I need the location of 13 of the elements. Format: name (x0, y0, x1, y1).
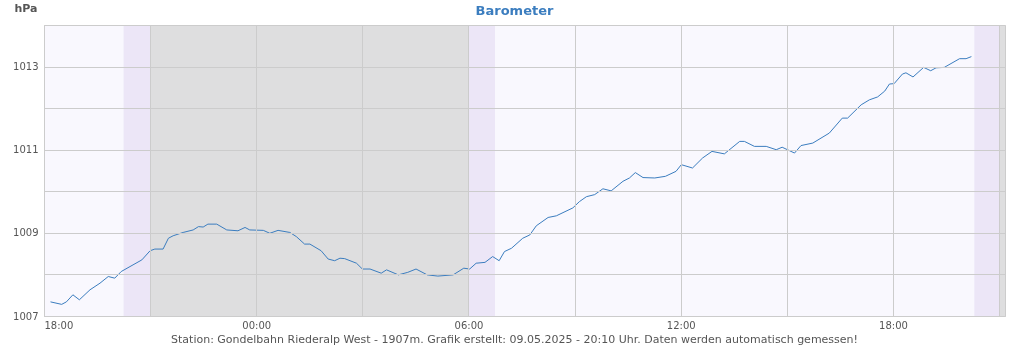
y-axis-title: hPa (14, 1, 38, 15)
y-tick-label: 1007 (13, 310, 39, 322)
x-tick-label: 18:00 (44, 319, 74, 331)
text: Station: Gondelbahn Riederalp West - 1907m. Grafik erstellt: 09.05.2025 - 20:10 Uhr. Daten werden automatisch gemessen! (171, 333, 858, 346)
y-tick-label: 1009 (13, 227, 39, 239)
y-tick-label: 1013 (13, 61, 39, 73)
x-tick-label: 18:00 (879, 319, 908, 331)
line-series (49, 56, 972, 305)
chart-title: Barometer (475, 3, 554, 18)
x-tick-label: 00:00 (242, 319, 272, 331)
x-tick-label: 12:00 (666, 319, 696, 331)
y-tick-label: 1011 (13, 144, 39, 156)
x-tick-label: 06:00 (454, 319, 484, 331)
